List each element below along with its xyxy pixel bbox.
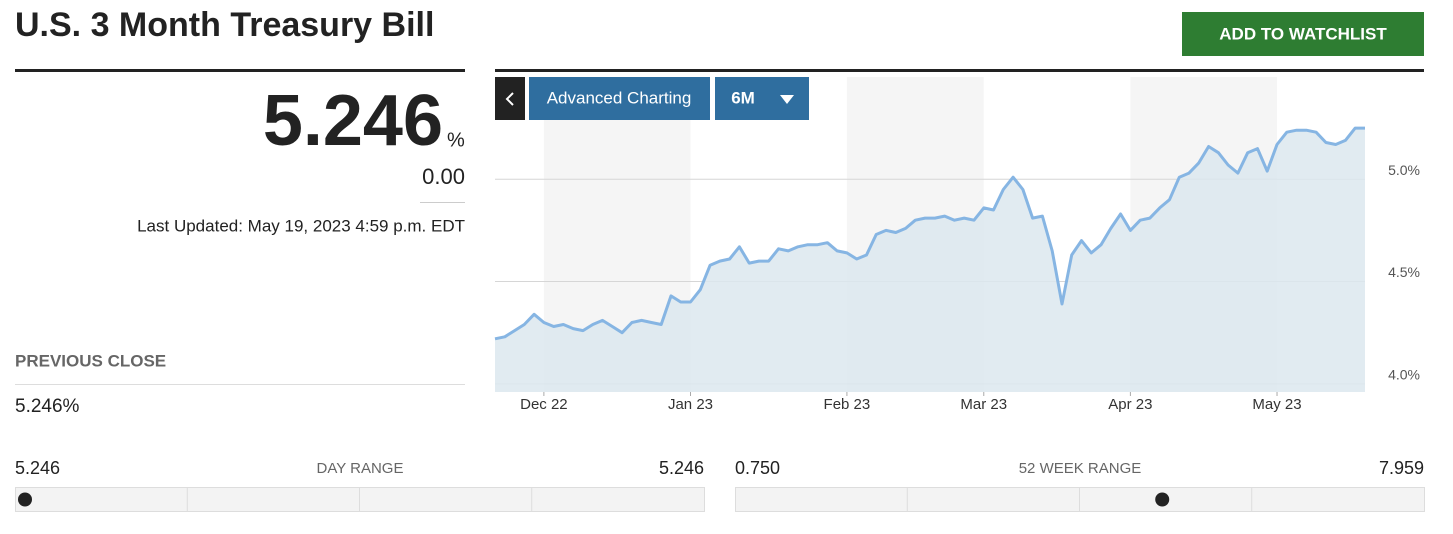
dropdown-icon [780,95,794,104]
back-icon [505,92,514,106]
line [494,126,1365,341]
x-tick-label: Mar 23 [960,396,1007,413]
day-range-high: 5.246 [659,458,704,478]
rule [420,202,465,203]
x-tick-label: Jan 23 [668,396,713,413]
previous-close-label: PREVIOUS CLOSE [15,351,166,370]
back-button[interactable] [495,77,525,120]
y-tick-label: 4.5% [1388,264,1420,280]
y-tick-label: 5.0% [1388,162,1420,178]
period-label[interactable]: 6M [731,88,755,107]
day-range-low: 5.246 [15,458,60,478]
advanced-charting-label[interactable]: Advanced Charting [547,88,692,107]
watchlist-button[interactable] [1182,12,1424,56]
range-marker [1155,492,1170,507]
rule [15,384,465,385]
week-range-label: 52 WEEK RANGE [1019,460,1142,477]
range-bars [15,487,1425,512]
chart: 4.0% 4.5% 5.0% Dec 22 Jan 23 Feb 23 Mar 23 Apr … [494,126,1420,413]
last-updated: Last Updated: May 19, 2023 4:59 p.m. EDT [137,216,465,235]
y-tick-label: 4.0% [1388,367,1420,383]
x-tick-label: Dec 22 [520,396,568,413]
rule [495,69,1424,72]
rule [15,69,465,72]
quote-unit: % [447,129,465,151]
previous-close-value: 5.246% [15,396,80,417]
day-range-label: DAY RANGE [317,460,404,477]
page-title: U.S. 3 Month Treasury Bill [15,6,434,44]
quote-change: 0.00 [422,164,465,189]
advanced-charting-button[interactable] [529,77,710,120]
x-tick-label: Feb 23 [824,396,871,413]
x-tick-label: Apr 23 [1108,396,1152,413]
week-range-low: 0.750 [735,458,780,478]
quote-value: 5.246 [263,81,443,161]
week-range-high: 7.959 [1379,458,1424,478]
range-marker [18,492,32,507]
x-tick-label: May 23 [1252,396,1301,413]
area [495,128,1365,392]
period-dropdown[interactable] [715,77,809,120]
watchlist-button-label[interactable]: ADD TO WATCHLIST [1219,24,1387,43]
